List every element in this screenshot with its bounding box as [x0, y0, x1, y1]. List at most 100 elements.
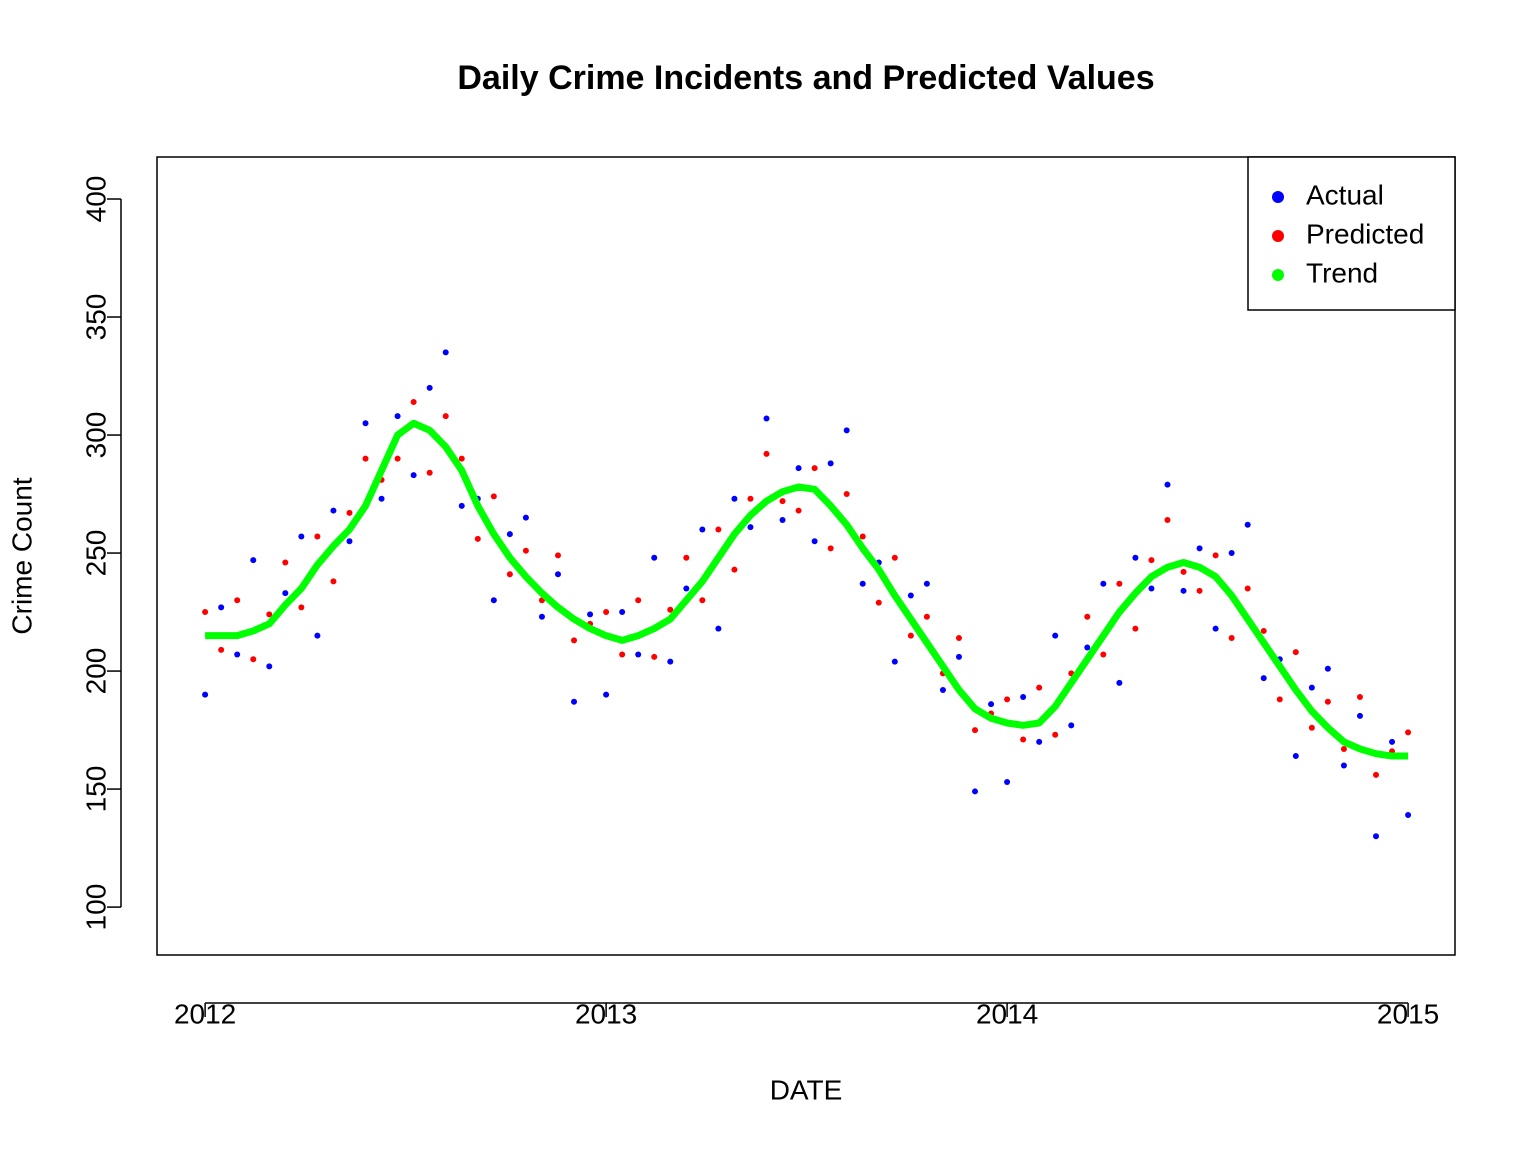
- data-point: [683, 554, 690, 561]
- data-point: [362, 455, 369, 462]
- data-point: [202, 691, 209, 698]
- data-point: [1356, 712, 1363, 719]
- y-axis-label: Crime Count: [6, 477, 37, 634]
- data-point: [715, 526, 722, 533]
- data-point: [298, 533, 305, 540]
- data-point: [330, 507, 337, 514]
- data-point: [218, 604, 225, 611]
- data-point: [1180, 587, 1187, 594]
- data-point: [250, 656, 257, 663]
- data-point: [378, 495, 385, 502]
- plot-frame: [156, 156, 1456, 956]
- data-point: [346, 509, 353, 516]
- data-point: [795, 465, 802, 472]
- data-point: [1276, 696, 1283, 703]
- data-point: [1052, 632, 1059, 639]
- data-point: [939, 686, 946, 693]
- data-point: [410, 398, 417, 405]
- legend-label: Predicted: [1306, 218, 1424, 249]
- data-point: [891, 554, 898, 561]
- data-point: [410, 472, 417, 479]
- data-point: [426, 469, 433, 476]
- data-point: [202, 609, 209, 616]
- data-point: [651, 554, 658, 561]
- data-point: [458, 502, 465, 509]
- data-point: [747, 495, 754, 502]
- data-point: [1356, 694, 1363, 701]
- legend-label: Actual: [1306, 179, 1384, 210]
- data-point: [1020, 694, 1027, 701]
- data-point: [731, 495, 738, 502]
- data-point: [1100, 651, 1107, 658]
- data-point: [330, 578, 337, 585]
- data-point: [234, 597, 241, 604]
- data-point: [635, 597, 642, 604]
- data-point: [699, 597, 706, 604]
- data-point: [715, 625, 722, 632]
- data-point: [972, 727, 979, 734]
- data-point: [827, 545, 834, 552]
- data-point: [1004, 778, 1011, 785]
- data-point: [811, 538, 818, 545]
- data-point: [907, 592, 914, 599]
- data-point: [1148, 585, 1155, 592]
- data-point: [859, 533, 866, 540]
- data-point: [1405, 812, 1412, 819]
- y-tick-label: 200: [80, 648, 111, 695]
- data-point: [923, 613, 930, 620]
- data-point: [955, 653, 962, 660]
- data-point: [1308, 724, 1315, 731]
- data-point: [1244, 521, 1251, 528]
- data-point: [1324, 698, 1331, 705]
- data-point: [1340, 762, 1347, 769]
- data-point: [827, 460, 834, 467]
- data-point: [651, 653, 658, 660]
- data-point: [988, 701, 995, 708]
- data-point: [1228, 550, 1235, 557]
- trend-line: [205, 419, 1409, 760]
- data-point: [1100, 580, 1107, 587]
- data-point: [1212, 625, 1219, 632]
- y-tick-label: 250: [80, 530, 111, 577]
- data-point: [490, 597, 497, 604]
- x-tick-label: 2013: [575, 998, 637, 1029]
- data-point: [619, 651, 626, 658]
- data-point: [619, 609, 626, 616]
- data-point: [1292, 649, 1299, 656]
- y-tick-label: 150: [80, 766, 111, 813]
- y-tick-label: 400: [80, 176, 111, 223]
- legend-label: Trend: [1306, 257, 1378, 288]
- data-point: [506, 531, 513, 538]
- data-point: [1260, 627, 1267, 634]
- data-point: [1084, 613, 1091, 620]
- data-point: [522, 547, 529, 554]
- x-tick-label: 2014: [976, 998, 1038, 1029]
- data-point: [571, 637, 578, 644]
- data-point: [362, 420, 369, 427]
- data-point: [811, 465, 818, 472]
- data-point: [458, 455, 465, 462]
- data-point: [571, 698, 578, 705]
- data-point: [1132, 554, 1139, 561]
- data-point: [1292, 753, 1299, 760]
- data-point: [891, 658, 898, 665]
- data-point: [699, 526, 706, 533]
- data-point: [603, 691, 610, 698]
- data-point: [426, 384, 433, 391]
- y-tick-label: 100: [80, 884, 111, 931]
- data-point: [795, 507, 802, 514]
- data-point: [1405, 729, 1412, 736]
- data-point: [587, 611, 594, 618]
- data-point: [1084, 644, 1091, 651]
- y-tick-label: 300: [80, 412, 111, 459]
- data-point: [635, 651, 642, 658]
- data-point: [554, 552, 561, 559]
- data-point: [1373, 771, 1380, 778]
- x-tick-label: 2015: [1377, 998, 1439, 1029]
- data-point: [667, 658, 674, 665]
- data-point: [506, 571, 513, 578]
- data-point: [1004, 696, 1011, 703]
- data-point: [298, 604, 305, 611]
- data-point: [1036, 684, 1043, 691]
